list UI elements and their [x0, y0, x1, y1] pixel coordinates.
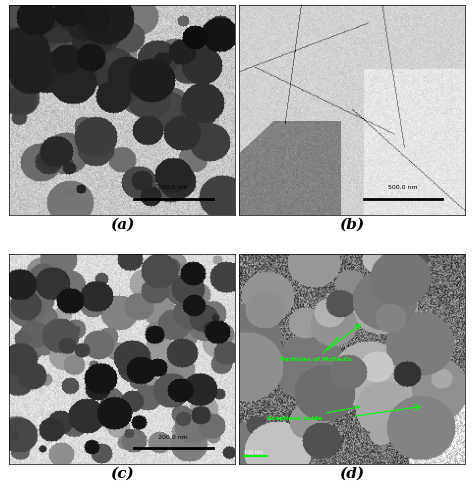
Text: 100.0 nm: 100.0 nm: [158, 185, 188, 190]
Text: (a): (a): [110, 217, 134, 231]
Text: (d): (d): [339, 467, 365, 481]
Text: (c): (c): [110, 467, 134, 481]
Text: Graphene oxide: Graphene oxide: [267, 406, 360, 421]
Text: 100 nm: 100 nm: [245, 450, 263, 455]
Text: 500.0 nm: 500.0 nm: [388, 185, 418, 190]
Text: 200.0 nm: 200.0 nm: [158, 435, 188, 440]
Text: (b): (b): [339, 217, 365, 231]
Text: Particles of MnFe₂O₄: Particles of MnFe₂O₄: [281, 337, 352, 362]
